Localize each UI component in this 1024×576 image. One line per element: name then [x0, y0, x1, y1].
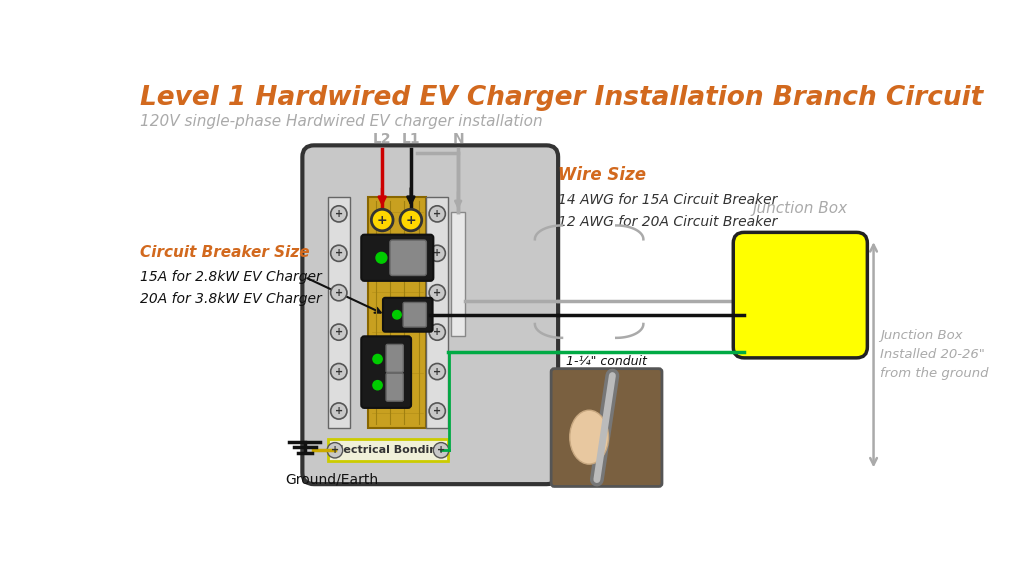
Circle shape — [429, 403, 445, 419]
Text: +: + — [335, 406, 343, 416]
Text: +: + — [335, 288, 343, 298]
Text: Junction Box: Junction Box — [753, 201, 848, 216]
Bar — [369, 197, 426, 428]
Ellipse shape — [569, 410, 608, 464]
Text: 1-¼" conduit: 1-¼" conduit — [566, 355, 647, 368]
Circle shape — [328, 442, 343, 458]
Text: +: + — [437, 445, 445, 455]
Text: +: + — [433, 288, 441, 298]
Circle shape — [429, 363, 445, 380]
FancyBboxPatch shape — [386, 373, 403, 401]
FancyBboxPatch shape — [383, 298, 432, 332]
Text: L2: L2 — [373, 132, 391, 146]
FancyBboxPatch shape — [551, 369, 662, 487]
Text: +: + — [433, 209, 441, 219]
Bar — [452, 213, 465, 336]
Text: +: + — [433, 248, 441, 258]
FancyBboxPatch shape — [361, 234, 433, 281]
Circle shape — [429, 285, 445, 301]
Circle shape — [429, 245, 445, 262]
Circle shape — [433, 442, 449, 458]
Text: +: + — [377, 214, 387, 226]
Bar — [328, 439, 449, 461]
Circle shape — [400, 209, 422, 231]
Circle shape — [373, 381, 382, 390]
Text: Wire Size: Wire Size — [558, 166, 646, 184]
Circle shape — [331, 285, 347, 301]
Text: +: + — [406, 214, 416, 226]
Text: +: + — [335, 209, 343, 219]
Text: Ground/Earth: Ground/Earth — [286, 472, 379, 487]
Text: 120V single-phase Hardwired EV charger installation: 120V single-phase Hardwired EV charger i… — [139, 114, 543, 129]
Text: 20A for 3.8kW EV Charger: 20A for 3.8kW EV Charger — [139, 291, 322, 306]
Circle shape — [392, 310, 401, 319]
Text: Junction Box
Installed 20-26"
from the ground: Junction Box Installed 20-26" from the g… — [880, 329, 988, 380]
FancyBboxPatch shape — [386, 344, 403, 372]
FancyBboxPatch shape — [390, 240, 426, 275]
Circle shape — [331, 403, 347, 419]
Circle shape — [331, 363, 347, 380]
Text: Circuit Breaker Size: Circuit Breaker Size — [139, 245, 309, 260]
Circle shape — [331, 324, 347, 340]
Text: L1: L1 — [401, 132, 420, 146]
Text: 14 AWG for 15A Circuit Breaker: 14 AWG for 15A Circuit Breaker — [558, 193, 777, 207]
Text: +: + — [433, 327, 441, 337]
Text: +: + — [335, 327, 343, 337]
Circle shape — [372, 209, 393, 231]
Bar — [426, 197, 449, 428]
FancyBboxPatch shape — [403, 302, 426, 327]
Text: +: + — [331, 445, 339, 455]
Text: 12 AWG for 20A Circuit Breaker: 12 AWG for 20A Circuit Breaker — [558, 215, 777, 229]
Text: +: + — [335, 248, 343, 258]
Text: Level 1 Hardwired EV Charger Installation Branch Circuit: Level 1 Hardwired EV Charger Installatio… — [139, 85, 983, 111]
Text: +: + — [335, 366, 343, 377]
FancyBboxPatch shape — [361, 336, 411, 408]
Text: +: + — [433, 406, 441, 416]
Text: Electrical Bonding: Electrical Bonding — [332, 445, 444, 455]
Text: N: N — [453, 132, 464, 146]
Circle shape — [429, 206, 445, 222]
Bar — [328, 197, 349, 428]
Circle shape — [331, 206, 347, 222]
Circle shape — [331, 245, 347, 262]
Circle shape — [376, 252, 387, 263]
FancyBboxPatch shape — [733, 232, 867, 358]
Circle shape — [429, 324, 445, 340]
Text: 15A for 2.8kW EV Charger: 15A for 2.8kW EV Charger — [139, 270, 322, 284]
Text: +: + — [433, 366, 441, 377]
FancyBboxPatch shape — [302, 145, 558, 484]
Circle shape — [373, 354, 382, 363]
